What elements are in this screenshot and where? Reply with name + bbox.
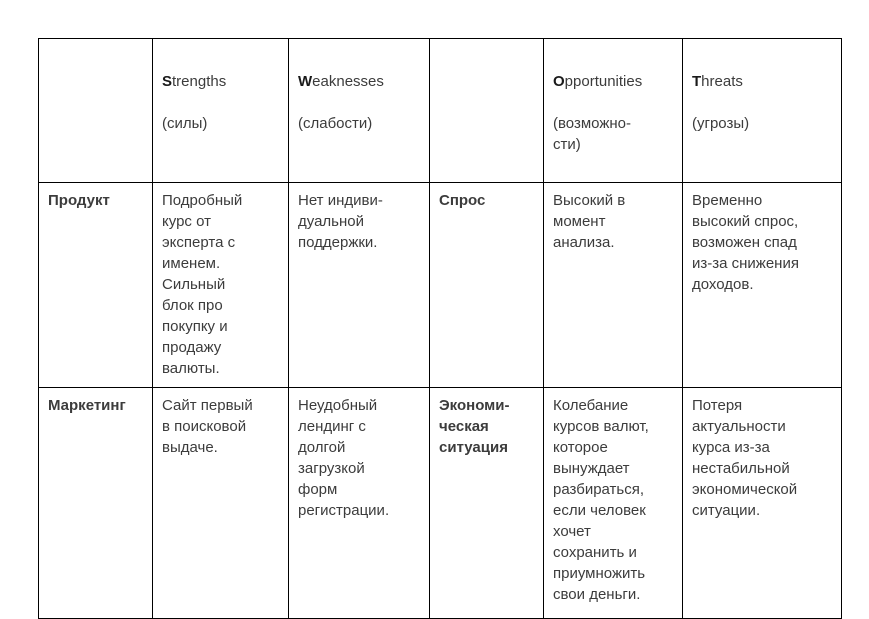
product-strengths-cell: Подробный курс от эксперта с именем. Сил… xyxy=(152,182,289,388)
corner-empty-cell xyxy=(38,38,153,183)
header-strengths-note: (силы) xyxy=(162,115,208,132)
category-marketing: Маркетинг xyxy=(38,387,153,619)
header-opportunities-note: (возможно- сти) xyxy=(553,115,631,153)
table-row-product: Продукт Подробный курс от эксперта с име… xyxy=(38,182,842,388)
swot-table-container: Strengths (силы) Weaknesses (слабости) O… xyxy=(38,38,842,619)
header-threats: Threats (угрозы) xyxy=(682,38,842,183)
product-weaknesses-cell: Нет индиви- дуальной поддержки. xyxy=(288,182,430,388)
demand-threats-cell: Временно высокий спрос, возможен спад из… xyxy=(682,182,842,388)
corner-empty-cell-2 xyxy=(429,38,544,183)
category-product: Продукт xyxy=(38,182,153,388)
header-weaknesses-note: (слабости) xyxy=(298,115,373,132)
header-threats-note: (угрозы) xyxy=(692,115,750,132)
category-demand: Спрос xyxy=(429,182,544,388)
header-weaknesses-title: Weaknesses xyxy=(298,73,384,90)
swot-table: Strengths (силы) Weaknesses (слабости) O… xyxy=(38,38,842,619)
marketing-strengths-cell: Сайт первый в поисковой выдаче. xyxy=(152,387,289,619)
economy-threats-cell: Потеря актуальности курса из-за нестабил… xyxy=(682,387,842,619)
category-economic-situation: Экономи- ческая ситуация xyxy=(429,387,544,619)
economy-opportunities-cell: Колебание курсов валют, которое вынуждае… xyxy=(543,387,683,619)
header-opportunities: Opportunities (возможно- сти) xyxy=(543,38,683,183)
header-strengths-title: Strengths xyxy=(162,73,227,90)
marketing-weaknesses-cell: Неудобный лендинг с долгой загрузкой фор… xyxy=(288,387,430,619)
header-weaknesses: Weaknesses (слабости) xyxy=(288,38,430,183)
header-strengths: Strengths (силы) xyxy=(152,38,289,183)
demand-opportunities-cell: Высокий в момент анализа. xyxy=(543,182,683,388)
header-threats-title: Threats xyxy=(692,73,743,90)
swot-header-row: Strengths (силы) Weaknesses (слабости) O… xyxy=(38,38,842,183)
header-opportunities-title: Opportunities xyxy=(553,73,643,90)
table-row-marketing: Маркетинг Сайт первый в поисковой выдаче… xyxy=(38,387,842,619)
